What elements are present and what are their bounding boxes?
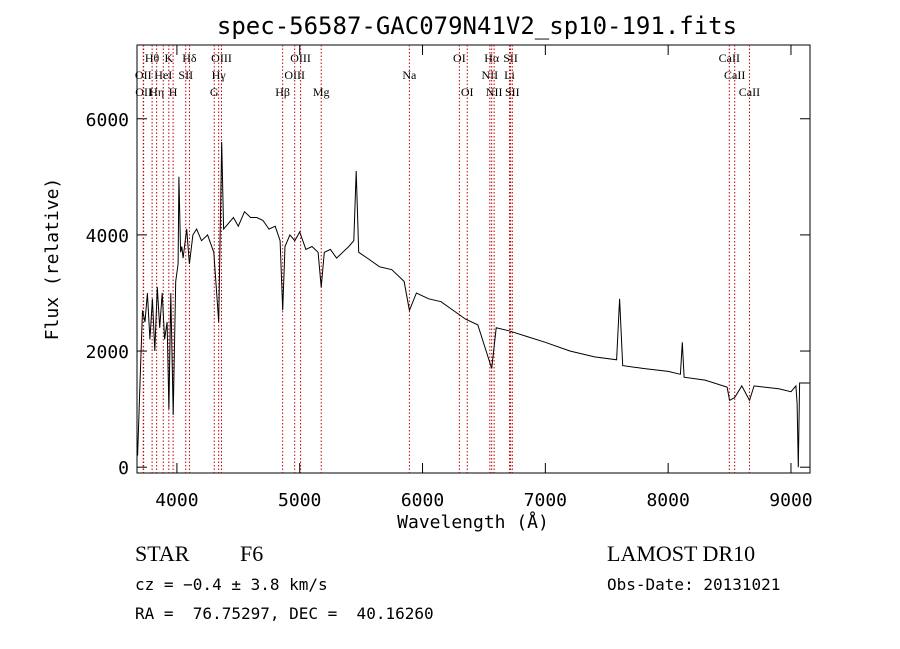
spectrum-line (137, 141, 810, 468)
spectral-line-label: Li (504, 68, 515, 82)
y-tick-label: 0 (118, 458, 129, 479)
velocity: cz = −0.4 ± 3.8 km/s (135, 575, 328, 594)
spectral-line-label: Mg (313, 85, 330, 99)
spectral-line-label: G (210, 85, 219, 99)
chart-title: spec-56587-GAC079N41V2_sp10-191.fits (217, 12, 737, 40)
y-tick-label: 6000 (86, 110, 129, 131)
x-tick-label: 6000 (401, 490, 444, 511)
obs-date: Obs-Date: 20131021 (607, 575, 780, 594)
spectral-line-label: OI (461, 85, 474, 99)
spectral-line-label: SII (178, 68, 193, 82)
x-tick-label: 9000 (769, 490, 812, 511)
object-subclass: F6 (240, 541, 263, 566)
spectral-line-label: NII (481, 68, 498, 82)
spectral-line-label: OIII (284, 68, 305, 82)
spectral-line-label: CaII (719, 51, 740, 65)
spectral-line-label: Hβ (275, 85, 290, 99)
spectral-line-label: Hθ (145, 51, 160, 65)
x-axis-label: Wavelength (Å) (397, 511, 549, 533)
spectral-line-label: SII (503, 51, 518, 65)
y-tick-label: 4000 (86, 226, 129, 247)
spectral-line-label: OI (453, 51, 466, 65)
spectral-line-label: Hγ (212, 68, 227, 82)
spectral-line-label: Hη (149, 85, 164, 99)
spectral-line-label: Hδ (182, 51, 197, 65)
spectral-line-label: OIII (290, 51, 311, 65)
spectral-line-label: Hα (484, 51, 500, 65)
spectral-line-label: HeI (154, 68, 172, 82)
spectral-line-label: SII (505, 85, 520, 99)
spectral-line-label: K (164, 51, 173, 65)
plot-frame (136, 44, 811, 474)
coordinates: RA = 76.75297, DEC = 40.16260 (135, 604, 434, 623)
x-tick-label: 7000 (524, 490, 567, 511)
x-tick-label: 4000 (155, 490, 198, 511)
spectral-line-label: OIII (211, 51, 232, 65)
spectral-line-label: CaII (739, 85, 760, 99)
y-axis-label: Flux (relative) (42, 178, 63, 341)
spectral-line-label: NII (486, 85, 503, 99)
spectral-line-label: H (169, 85, 178, 99)
spectral-line-label: OII (135, 68, 152, 82)
spectral-line-label: CaII (724, 68, 745, 82)
spectral-line-label: Na (402, 68, 417, 82)
x-tick-label: 8000 (646, 490, 689, 511)
spectral-line-label: OII (135, 85, 152, 99)
survey: LAMOST DR10 (607, 541, 755, 566)
x-tick-label: 5000 (278, 490, 321, 511)
object-class: STAR (135, 541, 190, 566)
y-tick-label: 2000 (86, 342, 129, 363)
